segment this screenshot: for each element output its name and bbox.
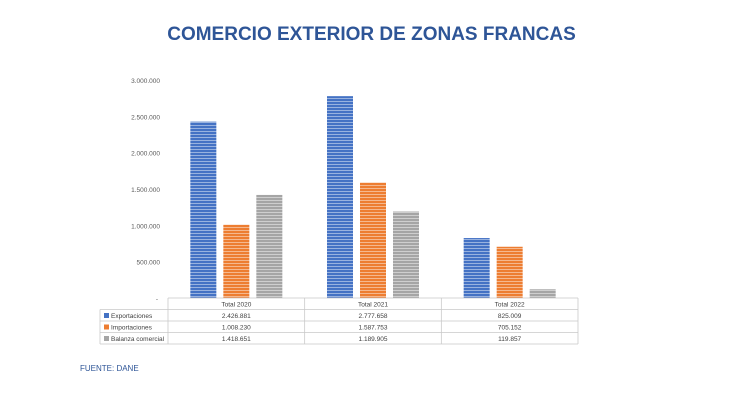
bar: [393, 211, 419, 298]
data-label: 119.857: [498, 336, 521, 343]
bar: [256, 194, 283, 298]
legend-label: Importaciones: [111, 325, 153, 332]
category-label: Total 2022: [495, 302, 525, 309]
data-label: 1.587.753: [359, 325, 388, 332]
bar: [529, 289, 556, 298]
bar: [360, 182, 386, 298]
y-tick-label: 2.500.000: [131, 114, 160, 121]
y-tick-label: 500.000: [137, 260, 161, 267]
bar: [496, 246, 523, 298]
bar: [223, 224, 250, 298]
data-label: 825.009: [498, 313, 522, 320]
data-label: 1.008.230: [222, 325, 251, 332]
y-tick-label: 2.000.000: [131, 151, 160, 158]
category-label: Total 2020: [221, 302, 251, 309]
source-note: FUENTE: DANE: [80, 364, 139, 373]
legend-swatch: [104, 313, 109, 318]
data-label: 1.418.651: [222, 336, 251, 343]
legend-swatch: [104, 324, 109, 330]
bar: [463, 238, 490, 298]
y-tick-label: 1.500.000: [131, 187, 160, 194]
data-label: 705.152: [498, 325, 522, 332]
category-label: Total 2021: [358, 302, 388, 309]
legend-label: Exportaciones: [111, 313, 153, 320]
legend-swatch: [104, 336, 109, 341]
y-tick-label: 3.000.000: [131, 78, 160, 85]
bar: [327, 96, 353, 298]
data-label: 1.189.905: [359, 336, 388, 343]
data-label: 2.777.658: [359, 313, 388, 320]
legend-label: Balanza comercial: [111, 336, 165, 343]
data-label: 2.426.881: [222, 313, 251, 320]
chart-title: COMERCIO EXTERIOR DE ZONAS FRANCAS: [167, 24, 576, 45]
bar: [190, 121, 217, 299]
y-tick-label: 1.000.000: [131, 223, 160, 230]
y-tick-zero: -: [156, 296, 158, 303]
